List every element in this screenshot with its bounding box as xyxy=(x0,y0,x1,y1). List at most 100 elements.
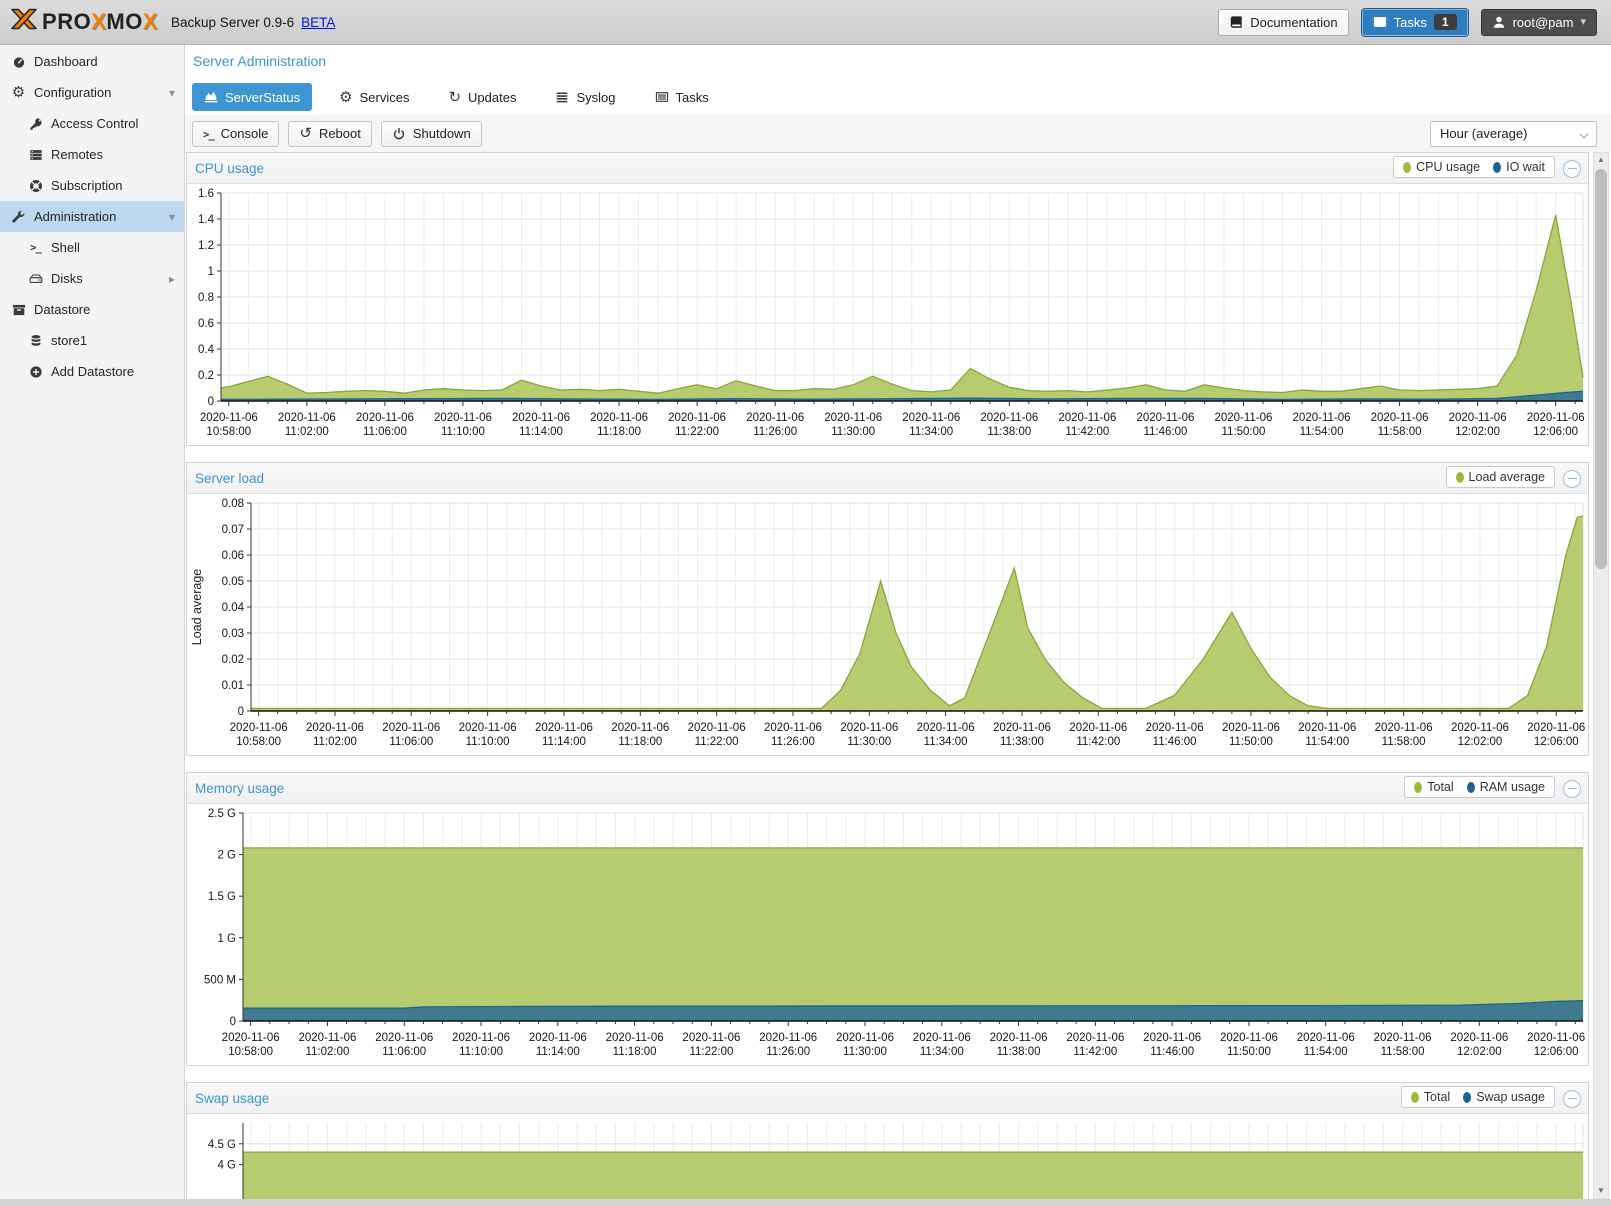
sidebar-item-label: Configuration xyxy=(34,85,112,100)
tab-syslog[interactable]: Syslog xyxy=(543,83,627,111)
sidebar-item-access-control[interactable]: Access Control xyxy=(0,108,184,139)
svg-text:11:30:00: 11:30:00 xyxy=(847,736,891,748)
svg-text:0.2: 0.2 xyxy=(198,370,214,382)
sidebar-item-label: Add Datastore xyxy=(51,364,135,379)
legend-item-total[interactable]: Total xyxy=(1414,780,1454,794)
caret-down-icon: ▾ xyxy=(1580,15,1586,28)
chevron-down-icon: ▾ xyxy=(168,85,175,100)
svg-text:2020-11-06: 2020-11-06 xyxy=(452,1032,510,1044)
svg-text:2020-11-06: 2020-11-06 xyxy=(529,1032,587,1044)
svg-text:11:34:00: 11:34:00 xyxy=(924,736,968,748)
sidebar-item-label: Access Control xyxy=(51,116,139,131)
legend-item-swap-usage[interactable]: Swap usage xyxy=(1463,1090,1545,1104)
sidebar-item-datastore[interactable]: Datastore xyxy=(0,294,184,325)
svg-text:11:34:00: 11:34:00 xyxy=(920,1046,964,1058)
scrollbar[interactable]: ▲ ▼ xyxy=(1593,152,1609,1199)
svg-text:2020-11-06: 2020-11-06 xyxy=(990,1032,1048,1044)
legend-item-load-average[interactable]: Load average xyxy=(1455,470,1545,484)
legend-dot-icon xyxy=(1455,471,1464,483)
svg-text:12:06:00: 12:06:00 xyxy=(1534,1046,1579,1058)
plus-circle-icon xyxy=(27,365,44,379)
collapse-panel-button[interactable] xyxy=(1563,160,1581,178)
tab-label: Syslog xyxy=(576,89,616,105)
scroll-thumb[interactable] xyxy=(1595,169,1607,569)
legend-item-ram-usage[interactable]: RAM usage xyxy=(1466,780,1545,794)
bottom-strip xyxy=(0,1199,1611,1206)
svg-text:2020-11-06: 2020-11-06 xyxy=(668,412,726,424)
sidebar-item-shell[interactable]: >_ Shell xyxy=(0,232,184,263)
reboot-button[interactable]: ↺ Reboot xyxy=(288,120,372,147)
svg-text:0.06: 0.06 xyxy=(222,550,244,562)
collapse-panel-button[interactable] xyxy=(1563,780,1581,798)
sidebar-item-subscription[interactable]: Subscription xyxy=(0,170,184,201)
logo-wordmark: PROXMOX xyxy=(42,9,159,34)
legend-item-total[interactable]: Total xyxy=(1410,1090,1450,1104)
svg-text:11:26:00: 11:26:00 xyxy=(771,736,815,748)
svg-text:11:54:00: 11:54:00 xyxy=(1300,426,1344,438)
svg-text:11:10:00: 11:10:00 xyxy=(466,736,510,748)
svg-text:0.8: 0.8 xyxy=(198,292,214,304)
svg-text:2 G: 2 G xyxy=(217,850,236,862)
sidebar-item-dashboard[interactable]: Dashboard xyxy=(0,46,184,77)
hdd-icon xyxy=(27,272,44,286)
terminal-icon: >_ xyxy=(30,241,42,254)
timeframe-select[interactable]: Hour (average) xyxy=(1430,120,1597,147)
svg-text:11:46:00: 11:46:00 xyxy=(1150,1046,1194,1058)
svg-text:4 G: 4 G xyxy=(217,1160,236,1172)
legend-item-io-wait[interactable]: IO wait xyxy=(1493,160,1545,174)
svg-text:1.4: 1.4 xyxy=(198,214,215,226)
sidebar-item-remotes[interactable]: Remotes xyxy=(0,139,184,170)
sidebar-item-add-datastore[interactable]: Add Datastore xyxy=(0,356,184,387)
svg-text:2020-11-06: 2020-11-06 xyxy=(1451,722,1509,734)
sidebar-item-configuration[interactable]: ⚙ Configuration ▾ xyxy=(0,77,184,108)
panel-header: Server load Load average xyxy=(187,463,1588,494)
tab-tasks[interactable]: Tasks xyxy=(643,83,721,111)
sidebar-item-label: Datastore xyxy=(34,302,91,317)
svg-text:2020-11-06: 2020-11-06 xyxy=(1527,722,1585,734)
svg-text:2020-11-06: 2020-11-06 xyxy=(1450,1032,1508,1044)
svg-text:11:54:00: 11:54:00 xyxy=(1305,736,1349,748)
tab-updates[interactable]: ↻ Updates xyxy=(436,83,528,111)
shutdown-button[interactable]: Shutdown xyxy=(380,120,482,147)
chevron-right-icon: ▸ xyxy=(168,271,175,286)
svg-text:11:06:00: 11:06:00 xyxy=(389,736,433,748)
legend-dot-icon xyxy=(1466,781,1475,793)
svg-text:4.5 G: 4.5 G xyxy=(208,1139,236,1151)
scroll-down-button[interactable]: ▼ xyxy=(1597,1186,1605,1195)
svg-text:2020-11-06: 2020-11-06 xyxy=(611,722,669,734)
undo-icon: ↺ xyxy=(299,125,312,142)
documentation-button[interactable]: Documentation xyxy=(1218,8,1349,36)
svg-text:2020-11-06: 2020-11-06 xyxy=(1374,1032,1432,1044)
user-menu-button[interactable]: root@pam ▾ xyxy=(1480,8,1597,36)
panel-body: 1.6 1.4 1.2 1 0.8 0.6 0.4 0.2 0 2020-11-06 10:58:0… xyxy=(187,184,1588,445)
sidebar-item-label: Shell xyxy=(51,240,80,255)
svg-text:11:38:00: 11:38:00 xyxy=(997,1046,1041,1058)
svg-text:1.5 G: 1.5 G xyxy=(208,891,236,903)
scroll-up-button[interactable]: ▲ xyxy=(1597,155,1605,164)
legend-item-cpu-usage[interactable]: CPU usage xyxy=(1403,160,1480,174)
svg-text:2020-11-06: 2020-11-06 xyxy=(682,1032,740,1044)
tasks-button[interactable]: Tasks 1 xyxy=(1360,7,1469,37)
collapse-panel-button[interactable] xyxy=(1563,470,1581,488)
collapse-panel-button[interactable] xyxy=(1563,1090,1581,1108)
key-icon xyxy=(27,117,44,131)
tab-services[interactable]: ⚙ Services xyxy=(327,83,421,111)
sidebar-item-store1[interactable]: store1 xyxy=(0,325,184,356)
sidebar-item-disks[interactable]: Disks ▸ xyxy=(0,263,184,294)
sidebar-item-label: Subscription xyxy=(51,178,123,193)
svg-text:11:50:00: 11:50:00 xyxy=(1229,736,1273,748)
svg-text:500 M: 500 M xyxy=(204,974,236,986)
svg-text:2020-11-06: 2020-11-06 xyxy=(1298,722,1356,734)
refresh-icon: ↻ xyxy=(448,88,462,106)
svg-text:10:58:00: 10:58:00 xyxy=(206,426,251,438)
sidebar-item-label: Administration xyxy=(34,209,117,224)
beta-link[interactable]: BETA xyxy=(301,14,336,30)
tab-bar: ServerStatus ⚙ Services ↻ Updates Syslog Tasks xyxy=(192,83,721,111)
svg-text:2020-11-06: 2020-11-06 xyxy=(1143,1032,1201,1044)
svg-text:2020-11-06: 2020-11-06 xyxy=(1293,412,1351,424)
tab-serverstatus[interactable]: ServerStatus xyxy=(192,83,313,111)
console-button[interactable]: >_ Console xyxy=(192,120,280,147)
chevron-down-icon xyxy=(1579,128,1589,139)
panel-header: Memory usage Total RAM usage xyxy=(187,773,1588,804)
sidebar-item-administration[interactable]: Administration ▾ xyxy=(0,201,184,232)
